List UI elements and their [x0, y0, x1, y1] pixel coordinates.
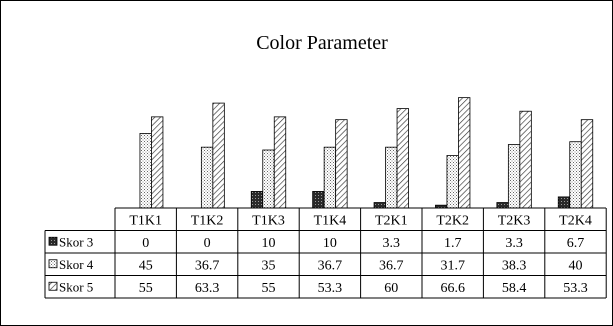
bar-skor-4-t2k1	[385, 146, 398, 209]
data-label-skor-4-t2k2: 31.7	[440, 258, 465, 273]
data-label-skor-3-t2k2: 1.7	[444, 236, 462, 251]
legend-key-skor-5	[48, 281, 58, 291]
bar-skor-5-t2k3	[519, 110, 532, 209]
bar-skor-3-t2k1	[373, 202, 386, 209]
bar-skor-4-t1k3	[262, 149, 275, 209]
data-label-skor-3-t2k1: 3.3	[383, 236, 401, 251]
bar-skor-4-t1k1	[139, 133, 152, 209]
category-label-t1k4: T1K4	[314, 213, 347, 228]
bar-skor-3-t1k3	[250, 191, 264, 209]
bar-skor-5-t1k1	[151, 116, 164, 209]
data-label-skor-5-t2k2: 66.6	[440, 281, 465, 296]
data-label-skor-3-t1k4: 10	[323, 236, 337, 251]
bar-skor-4-t1k4	[323, 146, 337, 209]
data-label-skor-5-t1k3: 55	[262, 281, 276, 296]
data-table: T1K1 T1K2 T1K3 T1K4 T2K1 T2K2 T2K3 T2K4 Skor 3 0 0…	[44, 207, 607, 299]
bar-skor-5-t2k4	[580, 119, 594, 209]
data-label-skor-5-t1k4: 53.3	[318, 281, 343, 296]
bar-skor-5-t1k4	[335, 119, 348, 209]
category-label-t2k3: T2K3	[498, 213, 531, 228]
data-label-skor-3-t1k3: 10	[262, 236, 276, 251]
bar-skor-5-t1k2	[212, 102, 225, 209]
legend-key-skor-4	[48, 259, 58, 269]
bar-skor-4-t2k3	[507, 144, 521, 209]
data-label-skor-5-t2k4: 53.3	[563, 281, 588, 296]
bar-skor-4-t2k4	[569, 141, 582, 209]
bar-skor-3-t2k3	[496, 202, 509, 209]
data-label-skor-5-t2k3: 58.4	[502, 281, 527, 296]
bar-skor-5-t2k1	[396, 108, 409, 209]
category-label-t1k1: T1K1	[129, 213, 162, 228]
data-label-skor-3-t2k4: 6.7	[567, 236, 585, 251]
bar-skor-5-t1k3	[273, 116, 287, 209]
bar-skor-5-t2k2	[458, 97, 471, 209]
category-label-t1k3: T1K3	[252, 213, 285, 228]
category-label-t1k2: T1K2	[191, 213, 224, 228]
bars-group	[139, 97, 594, 209]
data-label-skor-4-t2k1: 36.7	[379, 258, 404, 273]
legend-label-skor-4: Skor 4	[59, 257, 94, 272]
data-label-skor-4-t2k3: 38.3	[502, 258, 527, 273]
bar-skor-3-t2k4	[557, 196, 571, 209]
data-label-skor-4-t1k1: 45	[139, 258, 153, 273]
legend-label-skor-3: Skor 3	[59, 234, 93, 249]
category-label-t2k4: T2K4	[559, 213, 592, 228]
legend-label-skor-5: Skor 5	[59, 279, 93, 294]
data-label-skor-5-t2k1: 60	[384, 281, 398, 296]
category-label-t2k2: T2K2	[436, 213, 469, 228]
data-label-skor-3-t2k3: 3.3	[505, 236, 523, 251]
chart-title: Color Parameter	[256, 32, 388, 54]
data-label-skor-4-t1k4: 36.7	[318, 258, 343, 273]
data-label-skor-4-t2k4: 40	[569, 258, 583, 273]
data-label-skor-5-t1k1: 55	[139, 281, 153, 296]
category-label-t2k1: T2K1	[375, 213, 408, 228]
data-label-skor-4-t1k3: 35	[262, 258, 276, 273]
data-label-skor-3-t1k1: 0	[142, 236, 149, 251]
data-label-skor-3-t1k2: 0	[204, 236, 211, 251]
bar-skor-4-t2k2	[446, 155, 459, 209]
bar-skor-3-t1k4	[312, 191, 325, 209]
data-label-skor-4-t1k2: 36.7	[195, 258, 220, 273]
legend-key-skor-3	[48, 236, 58, 246]
bar-skor-4-t1k2	[200, 146, 214, 209]
data-label-skor-5-t1k2: 63.3	[195, 281, 220, 296]
